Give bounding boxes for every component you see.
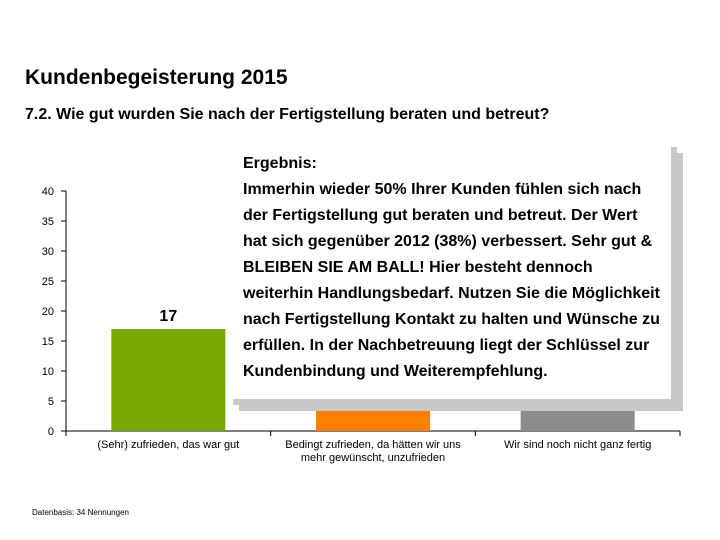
y-tick-label: 5 <box>48 396 54 408</box>
bar-1 <box>111 329 226 431</box>
y-tick-label: 15 <box>42 336 54 348</box>
y-tick-label: 20 <box>42 306 54 318</box>
category-label: mehr gewünscht, unzufrieden <box>301 452 445 464</box>
y-tick-label: 35 <box>42 216 54 228</box>
category-label: Bedingt zufrieden, da hätten wir uns <box>285 439 461 451</box>
y-tick-label: 10 <box>42 366 54 378</box>
page-title: Kundenbegeisterung 2015 <box>25 66 288 89</box>
y-tick-label: 0 <box>48 426 54 438</box>
bar-value-label: 17 <box>159 308 177 325</box>
question-subtitle: 7.2. Wie gut wurden Sie nach der Fertigs… <box>25 106 550 123</box>
category-label: (Sehr) zufrieden, das war gut <box>97 439 239 451</box>
category-label: Wir sind noch nicht ganz fertig <box>504 439 651 451</box>
result-callout: Ergebnis: Immerhin wieder 50% Ihrer Kund… <box>233 147 677 405</box>
y-tick-label: 30 <box>42 246 54 258</box>
y-tick-label: 25 <box>42 276 54 288</box>
result-heading: Ergebnis: <box>243 155 317 172</box>
chart-labels: 17 (Sehr) zufrieden, das war gut Bedingt z… <box>97 308 651 464</box>
y-tick-label: 40 <box>42 186 54 198</box>
data-basis-note: Datenbasis: 34 Nennungen <box>32 508 129 517</box>
result-text: Immerhin wieder 50% Ihrer Kunden fühlen … <box>243 181 660 380</box>
